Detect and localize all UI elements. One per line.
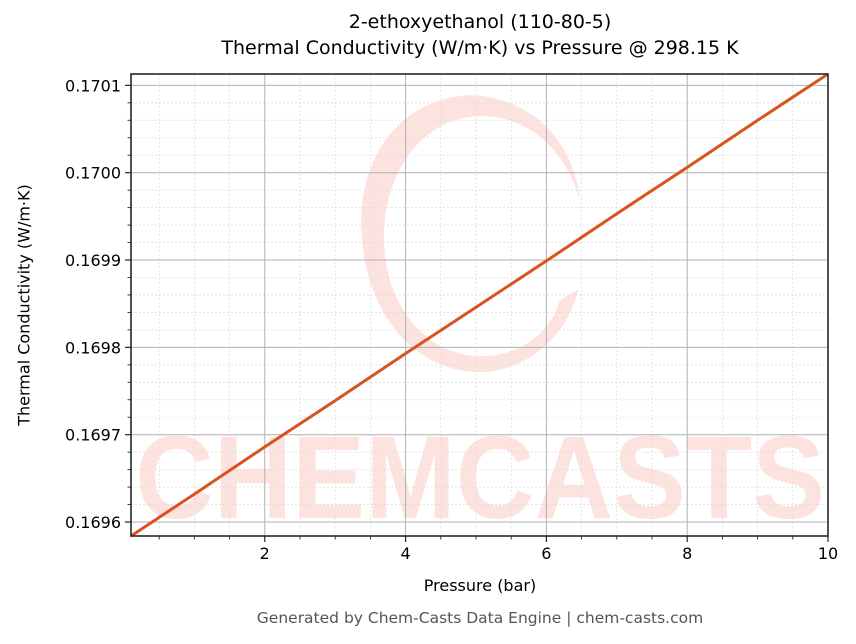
chart-title-property: Thermal Conductivity (W/m·K) vs Pressure… <box>221 37 739 59</box>
major-grid <box>131 74 828 536</box>
chart-title-compound: 2-ethoxyethanol (110-80-5) <box>348 11 612 33</box>
y-tick-label: 0.1696 <box>65 513 121 532</box>
x-tick-label: 6 <box>541 544 551 563</box>
footer-credit: Generated by Chem-Casts Data Engine | ch… <box>256 609 704 627</box>
x-tick-labels: 2 4 6 8 10 <box>260 544 839 563</box>
y-tick-label: 0.1699 <box>65 251 121 270</box>
y-tick-label: 0.1701 <box>65 76 121 95</box>
x-tick-label: 10 <box>818 544 838 563</box>
axis-ticks <box>125 84 829 542</box>
x-axis-label: Pressure (bar) <box>423 576 537 595</box>
y-tick-label: 0.1697 <box>65 426 121 445</box>
y-tick-label: 0.1698 <box>65 338 121 357</box>
watermark-text: CHEMCASTS <box>135 412 825 544</box>
y-tick-label: 0.1700 <box>65 164 121 183</box>
watermark-logo <box>361 95 580 373</box>
axes-frame <box>130 73 829 537</box>
data-series-line <box>130 72 829 538</box>
y-tick-labels: 0.1696 0.1697 0.1698 0.1699 0.1700 0.1701 <box>65 76 121 532</box>
y-axis-label: Thermal Conductivity (W/m·K) <box>14 184 34 426</box>
x-tick-label: 2 <box>260 544 270 563</box>
x-tick-label: 8 <box>682 544 692 563</box>
minor-grid <box>131 74 828 536</box>
x-tick-label: 4 <box>400 544 410 563</box>
